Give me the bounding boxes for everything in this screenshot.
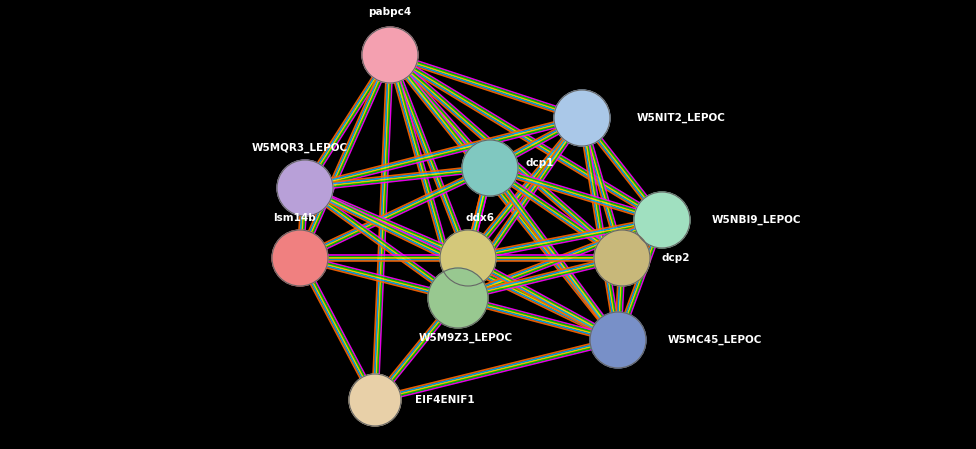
Text: W5MQR3_LEPOC: W5MQR3_LEPOC xyxy=(252,143,348,153)
Text: EIF4ENIF1: EIF4ENIF1 xyxy=(415,395,474,405)
Circle shape xyxy=(428,268,488,328)
Circle shape xyxy=(349,374,401,426)
Text: dcp2: dcp2 xyxy=(662,253,690,263)
Text: pabpc4: pabpc4 xyxy=(368,7,412,17)
Text: dcp1: dcp1 xyxy=(525,158,553,168)
Text: ddx6: ddx6 xyxy=(466,213,495,223)
Circle shape xyxy=(634,192,690,248)
Circle shape xyxy=(594,230,650,286)
Circle shape xyxy=(277,160,333,216)
Text: W5MC45_LEPOC: W5MC45_LEPOC xyxy=(668,335,762,345)
Circle shape xyxy=(462,140,518,196)
Circle shape xyxy=(554,90,610,146)
Text: W5NIT2_LEPOC: W5NIT2_LEPOC xyxy=(637,113,726,123)
Text: lsm14b: lsm14b xyxy=(273,213,316,223)
Text: W5M9Z3_LEPOC: W5M9Z3_LEPOC xyxy=(419,333,513,343)
Circle shape xyxy=(590,312,646,368)
Text: W5NBI9_LEPOC: W5NBI9_LEPOC xyxy=(712,215,801,225)
Circle shape xyxy=(362,27,418,83)
Circle shape xyxy=(440,230,496,286)
Circle shape xyxy=(272,230,328,286)
